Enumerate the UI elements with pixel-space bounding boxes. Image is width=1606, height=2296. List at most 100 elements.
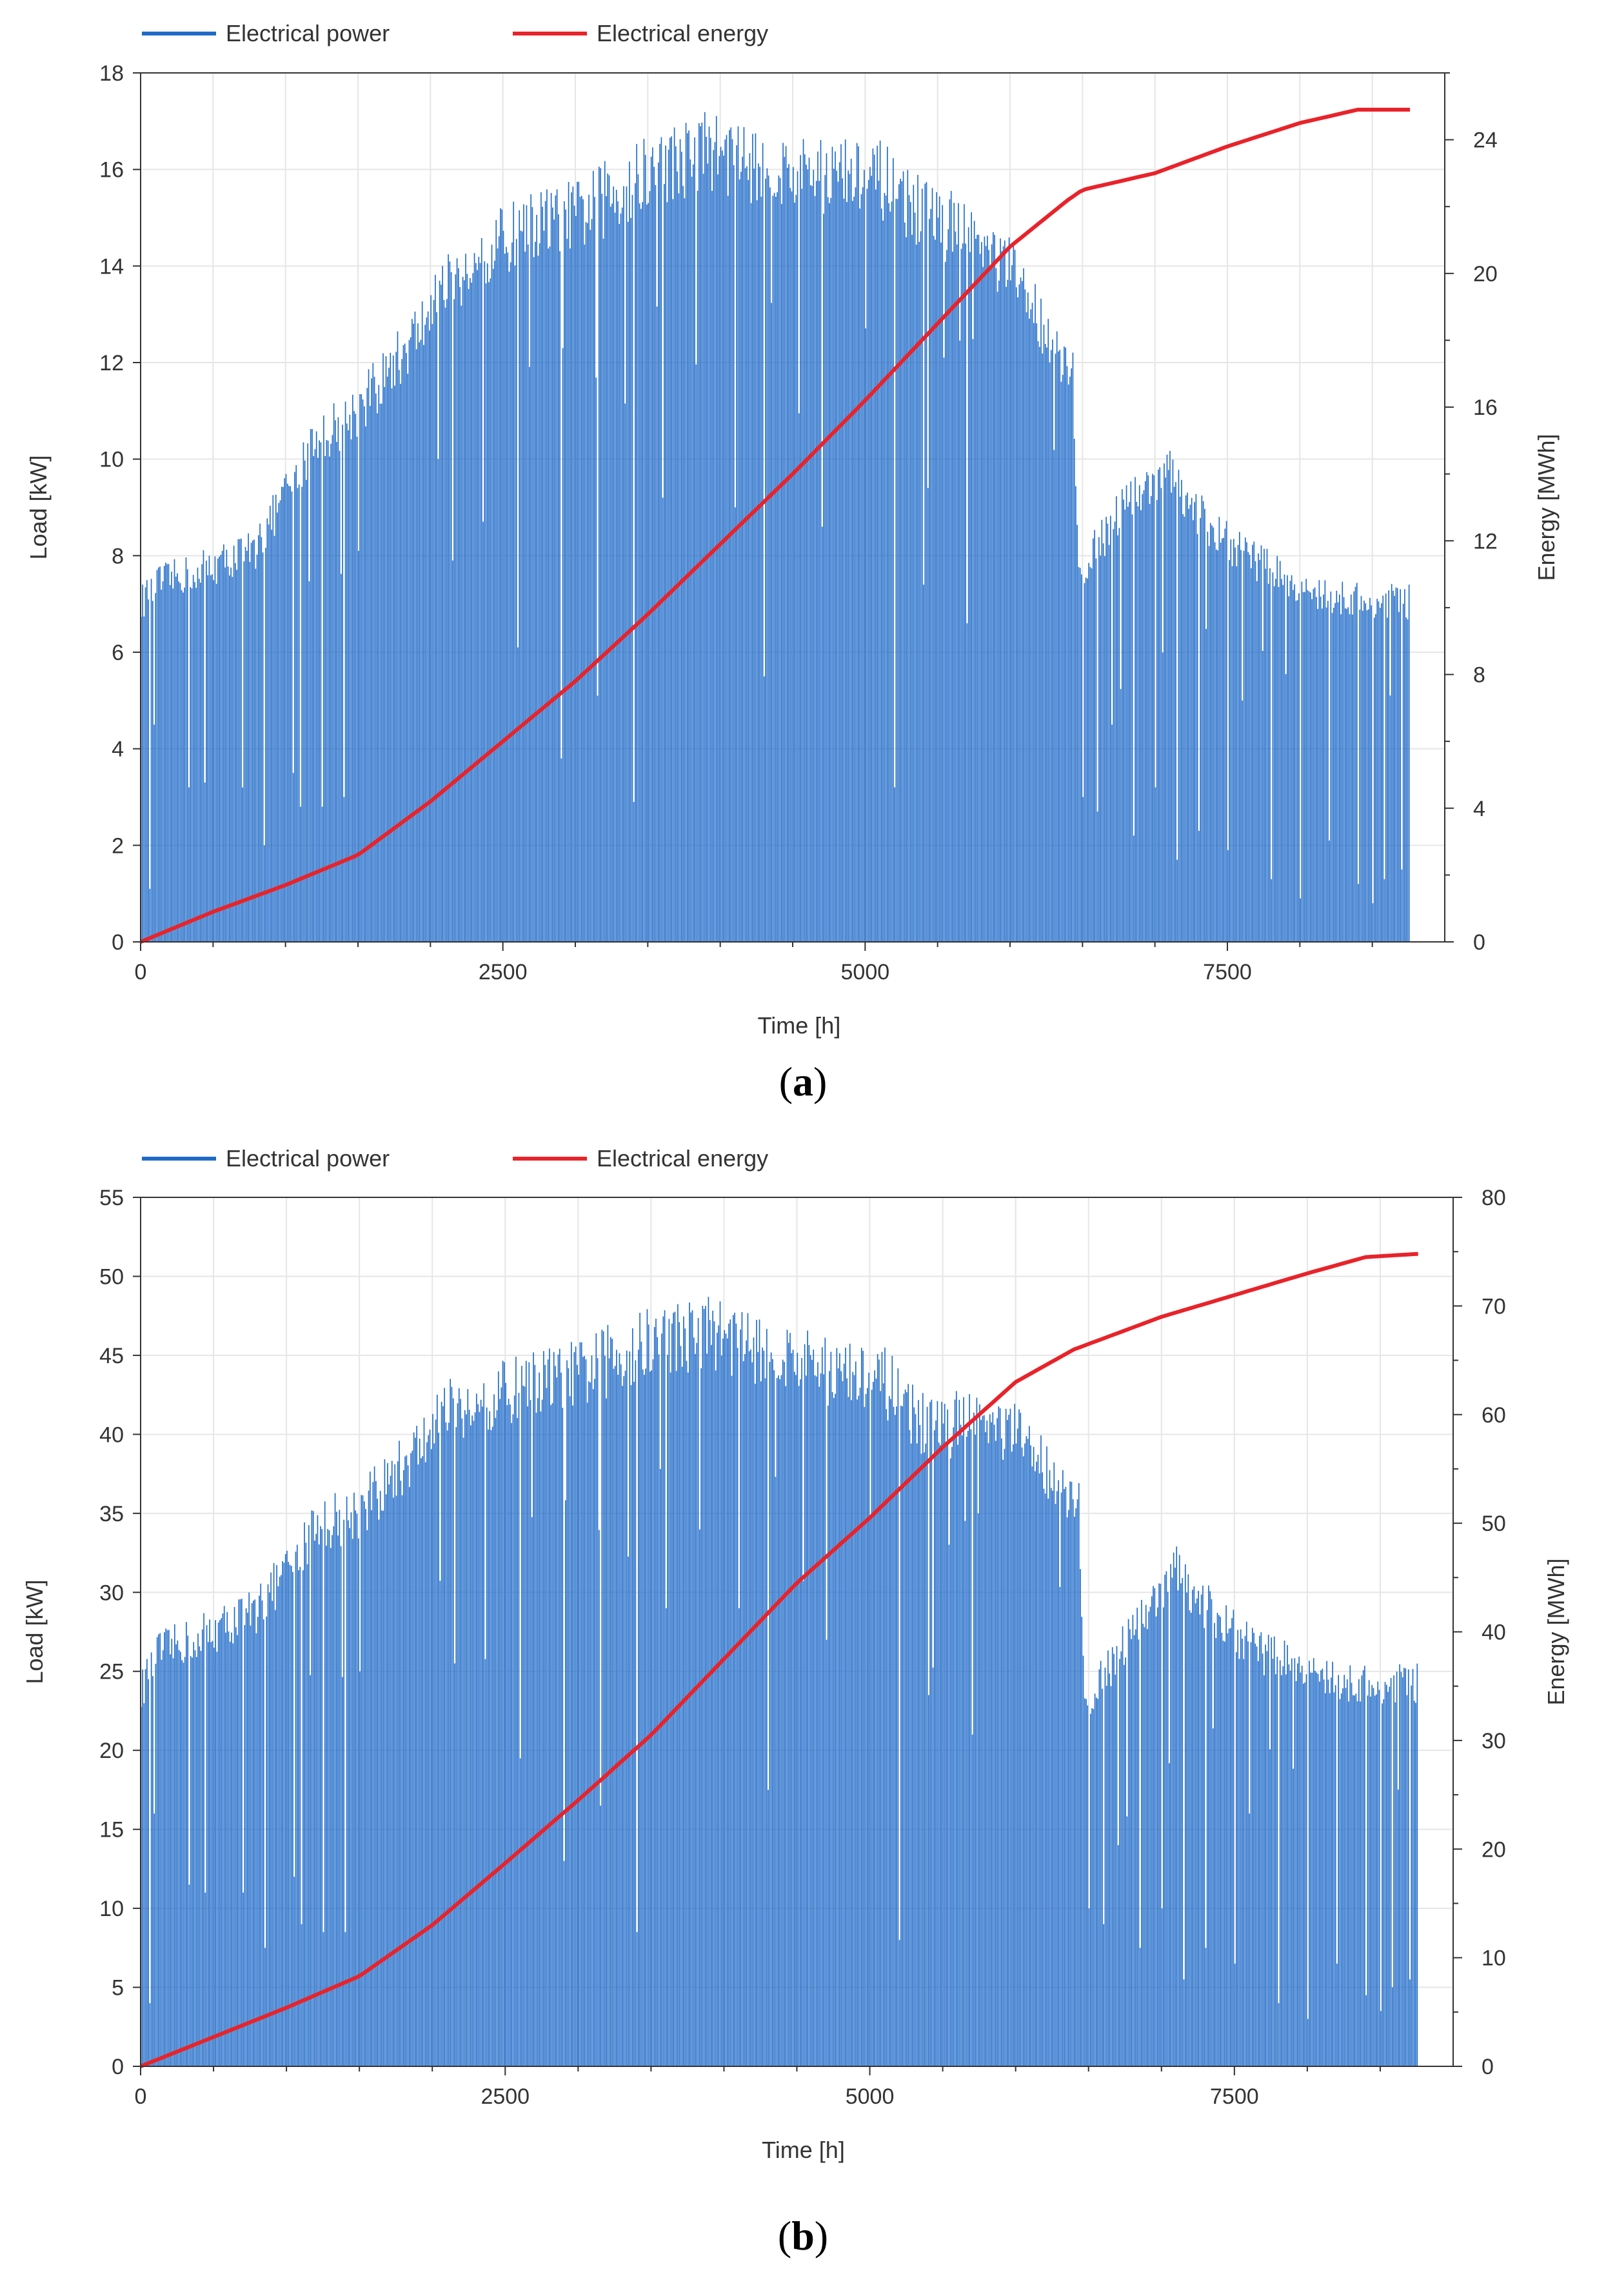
power-bar bbox=[270, 1572, 272, 2066]
power-bar bbox=[584, 1355, 586, 2066]
power-bar bbox=[1364, 1666, 1365, 2066]
power-bar bbox=[223, 1606, 225, 2066]
power-bar bbox=[1114, 521, 1116, 942]
power-bar bbox=[511, 242, 513, 942]
power-bar bbox=[1116, 1646, 1118, 2066]
power-bar bbox=[260, 1583, 262, 2066]
power-bar bbox=[871, 175, 872, 943]
power-bar bbox=[1036, 323, 1038, 942]
power-bar bbox=[1058, 1480, 1059, 2066]
power-bar bbox=[815, 181, 817, 943]
power-bar bbox=[885, 195, 887, 942]
power-bar bbox=[652, 147, 653, 943]
power-bar bbox=[1155, 787, 1156, 942]
power-bar bbox=[557, 1354, 559, 2066]
power-bar bbox=[1162, 652, 1164, 942]
x-axis-label: Time [h] bbox=[758, 1012, 841, 1039]
power-bar bbox=[361, 394, 362, 942]
power-bar bbox=[144, 587, 146, 942]
power-bar bbox=[1266, 548, 1268, 942]
power-bar bbox=[1005, 1408, 1007, 2066]
power-bar bbox=[918, 1400, 919, 2066]
power-bar bbox=[448, 254, 449, 943]
power-bar bbox=[1376, 1694, 1377, 2066]
power-bar bbox=[856, 143, 858, 942]
power-bar bbox=[1093, 538, 1094, 942]
power-bar bbox=[242, 787, 243, 942]
power-bar bbox=[826, 1639, 828, 2066]
power-bar bbox=[1205, 628, 1207, 942]
power-bar bbox=[1231, 1618, 1233, 2066]
power-bar bbox=[1207, 532, 1209, 942]
power-bar bbox=[1189, 504, 1191, 942]
power-bar bbox=[916, 1443, 918, 2066]
power-bar bbox=[845, 1347, 846, 2066]
power-bar bbox=[197, 567, 199, 942]
power-bar bbox=[490, 1430, 492, 2066]
power-bar bbox=[811, 1359, 813, 2066]
power-bar bbox=[356, 1513, 358, 2066]
power-bar bbox=[995, 1441, 996, 2066]
power-bar bbox=[882, 220, 884, 942]
power-bar bbox=[953, 203, 955, 943]
power-bar bbox=[1044, 344, 1046, 942]
power-bar bbox=[594, 197, 595, 943]
y-left-tick-label: 15 bbox=[99, 1818, 124, 1842]
power-bar bbox=[1346, 608, 1347, 942]
power-bar bbox=[1289, 1670, 1291, 2066]
power-bar bbox=[187, 1635, 189, 2066]
power-bar bbox=[881, 208, 882, 942]
power-bar bbox=[1320, 596, 1322, 942]
power-bar bbox=[659, 144, 660, 942]
power-bar bbox=[200, 583, 201, 942]
power-bar bbox=[621, 207, 623, 942]
power-bar bbox=[223, 544, 224, 942]
power-bar bbox=[1265, 568, 1267, 942]
power-bar bbox=[290, 486, 292, 942]
power-bar bbox=[1064, 346, 1065, 942]
power-bar bbox=[1377, 1681, 1379, 2066]
power-bar bbox=[359, 394, 361, 942]
power-bar bbox=[1287, 1645, 1288, 2066]
power-bar bbox=[740, 1329, 741, 2066]
power-bar bbox=[1084, 583, 1086, 942]
y-right-tick-label: 0 bbox=[1473, 930, 1485, 955]
power-bar bbox=[333, 403, 335, 942]
power-bar bbox=[971, 212, 972, 942]
power-bar bbox=[162, 1650, 164, 2066]
power-bar bbox=[1374, 1695, 1376, 2066]
power-bar bbox=[1073, 439, 1075, 942]
power-bar bbox=[228, 1631, 230, 2066]
power-bar bbox=[298, 1570, 299, 2066]
power-bar bbox=[506, 246, 507, 942]
power-bar bbox=[1311, 1672, 1313, 2066]
power-bar bbox=[323, 415, 324, 942]
power-bar bbox=[601, 1330, 603, 2066]
power-bar bbox=[1010, 280, 1011, 942]
power-bar bbox=[1358, 884, 1359, 942]
power-bar bbox=[1287, 575, 1288, 942]
power-bar bbox=[454, 1663, 455, 2066]
power-bar bbox=[836, 170, 838, 943]
power-bar bbox=[1311, 599, 1313, 942]
power-bar bbox=[917, 175, 918, 943]
power-bar bbox=[1233, 539, 1234, 942]
power-bar bbox=[163, 566, 165, 942]
power-bar bbox=[840, 144, 842, 943]
power-bar bbox=[472, 273, 474, 942]
power-bar bbox=[604, 161, 606, 942]
power-bar bbox=[1023, 268, 1024, 942]
power-bar bbox=[884, 193, 886, 943]
power-bar bbox=[295, 464, 297, 942]
power-bar bbox=[426, 1442, 428, 2066]
power-bar bbox=[142, 1669, 143, 2066]
power-bar bbox=[175, 576, 177, 942]
power-bar bbox=[1047, 1498, 1049, 2066]
power-bar bbox=[143, 616, 145, 942]
power-bar bbox=[336, 442, 337, 942]
power-bar bbox=[666, 202, 668, 943]
power-bar bbox=[352, 394, 353, 942]
power-bar bbox=[539, 1372, 540, 2066]
x-tick-label: 5000 bbox=[841, 960, 890, 984]
